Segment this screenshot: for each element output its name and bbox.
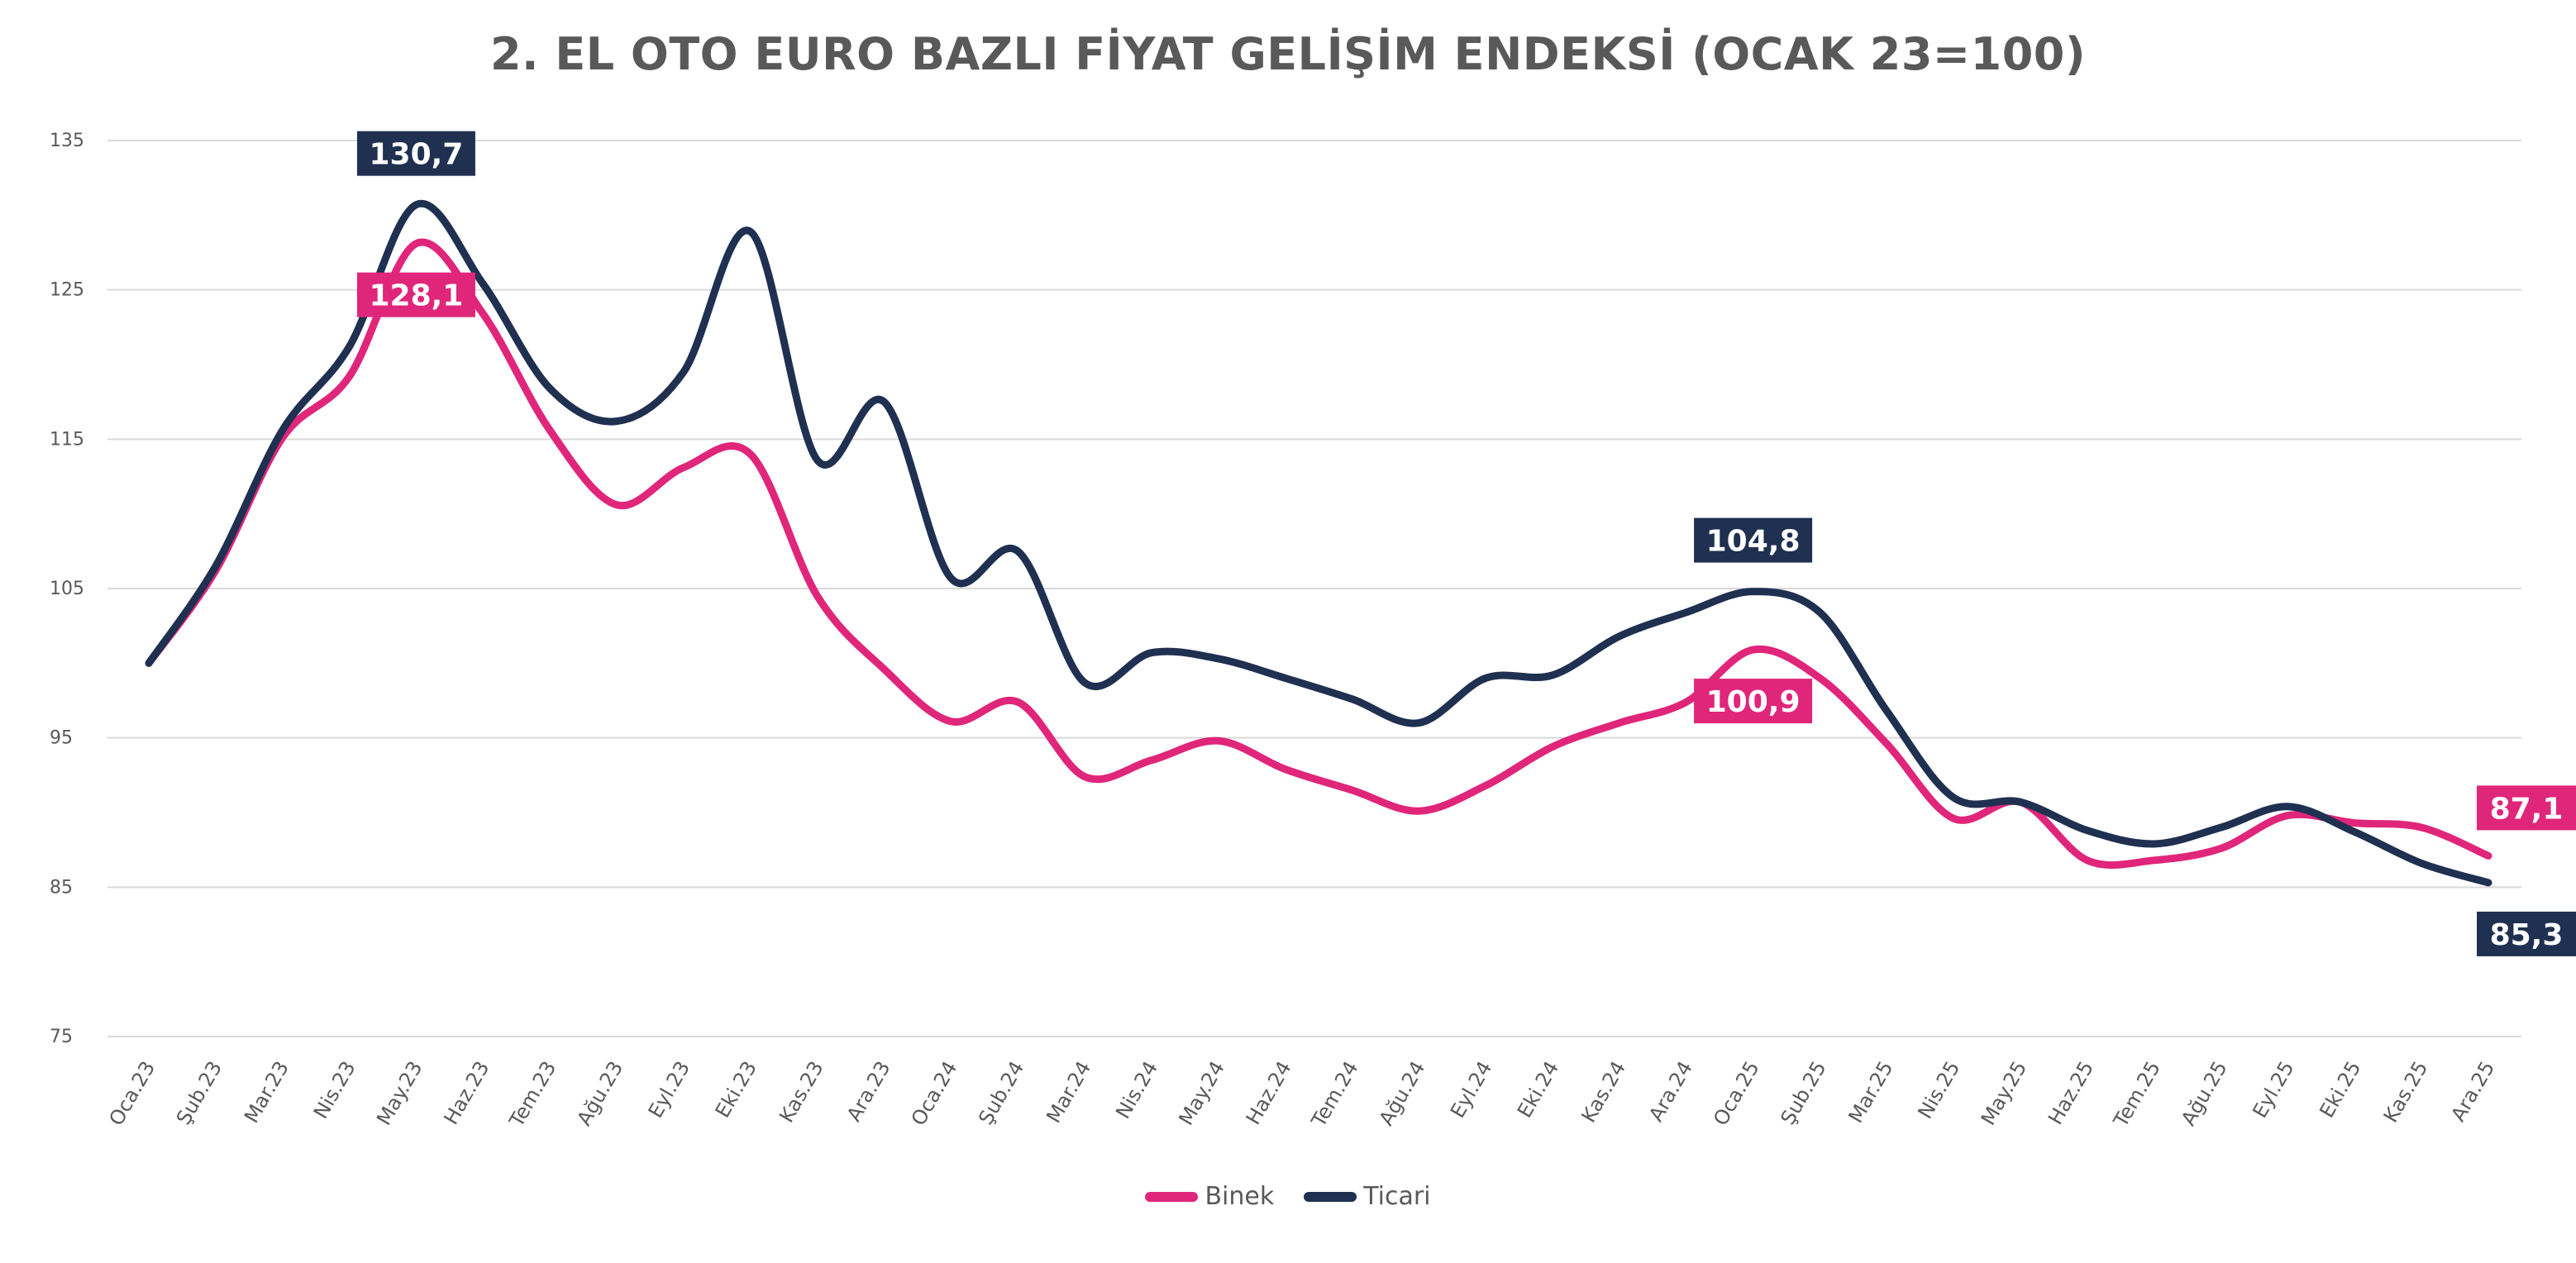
legend-swatch-ticari [1304,1191,1357,1202]
x-tick-label: Haz.25 [2044,1057,2098,1128]
x-tick-label: Şub.25 [1776,1057,1830,1129]
data-label-box [356,272,475,317]
legend-label-binek: Binek [1205,1182,1275,1211]
x-tick-label: Nis.23 [309,1057,360,1122]
legend-item-binek[interactable]: Binek [1145,1182,1274,1211]
x-tick-label: Tem.23 [504,1057,561,1132]
x-tick-label: Ara.23 [842,1057,895,1126]
data-label: 128,1 [369,279,463,313]
x-tick-label: Oca.23 [104,1057,160,1130]
y-tick-label: 115 [50,429,84,450]
data-label-box [2477,911,2576,956]
x-tick-label: Eki.25 [2315,1057,2365,1122]
x-tick-label: Şub.23 [172,1057,227,1129]
x-tick-label: Kas.25 [2379,1057,2433,1127]
y-tick-label: 105 [50,579,84,599]
x-tick-label: Mar.25 [1844,1057,1898,1127]
data-label-box [1694,679,1813,724]
data-label: 85,3 [2490,918,2564,952]
data-label: 100,9 [1706,685,1801,719]
x-tick-label: Kas.24 [1577,1057,1630,1127]
x-tick-label: Eyl.24 [1446,1057,1496,1122]
x-tick-label: Ağu.23 [572,1057,627,1130]
x-tick-label: Eki.23 [711,1057,761,1122]
data-label-box [2477,785,2576,831]
x-tick-label: Tem.24 [1306,1057,1362,1132]
y-tick-label: 75 [50,1027,73,1047]
x-tick-label: Ağu.25 [2177,1057,2232,1130]
y-tick-label: 95 [50,728,73,749]
legend-item-ticari[interactable]: Ticari [1304,1182,1431,1211]
x-tick-label: Nis.24 [1111,1057,1162,1122]
x-tick-label: Tem.25 [2109,1057,2165,1132]
x-tick-label: Haz.23 [439,1057,494,1128]
data-label: 87,1 [2490,792,2564,826]
x-tick-label: Haz.24 [1242,1057,1296,1128]
x-tick-label: Ara.24 [1644,1057,1697,1126]
y-tick-label: 85 [50,877,73,898]
x-tick-label: Nis.25 [1913,1057,1964,1122]
data-label: 130,7 [369,138,463,172]
x-tick-label: Oca.24 [907,1057,962,1130]
legend-swatch-binek [1145,1191,1199,1202]
x-tick-label: Ağu.24 [1375,1057,1430,1130]
y-tick-label: 135 [50,131,84,151]
x-tick-label: Oca.25 [1709,1057,1764,1130]
x-tick-label: Eki.24 [1513,1057,1563,1122]
chart-title: 2. EL OTO EURO BAZLI FİYAT GELİŞİM ENDEK… [489,28,2087,80]
legend-label-ticari: Ticari [1363,1182,1431,1211]
data-label: 104,8 [1706,525,1801,559]
legend: Binek Ticari [0,1182,2576,1211]
x-tick-label: Kas.23 [775,1057,828,1127]
series-line-ticari [145,199,2493,887]
data-label-box [356,131,475,176]
x-tick-label: Eyl.23 [644,1057,694,1122]
x-tick-label: May.24 [1174,1057,1228,1129]
x-tick-label: May.25 [1977,1057,2031,1129]
x-tick-label: May.23 [372,1057,427,1129]
x-tick-label: Şub.24 [974,1057,1028,1129]
series-line-binek [145,238,2493,870]
x-tick-label: Mar.24 [1042,1057,1095,1127]
x-tick-label: Ara.25 [2446,1057,2499,1126]
data-label-box [1694,517,1813,563]
x-tick-label: Eyl.25 [2248,1057,2298,1122]
y-tick-label: 125 [50,280,84,301]
x-tick-label: Mar.23 [240,1057,293,1127]
